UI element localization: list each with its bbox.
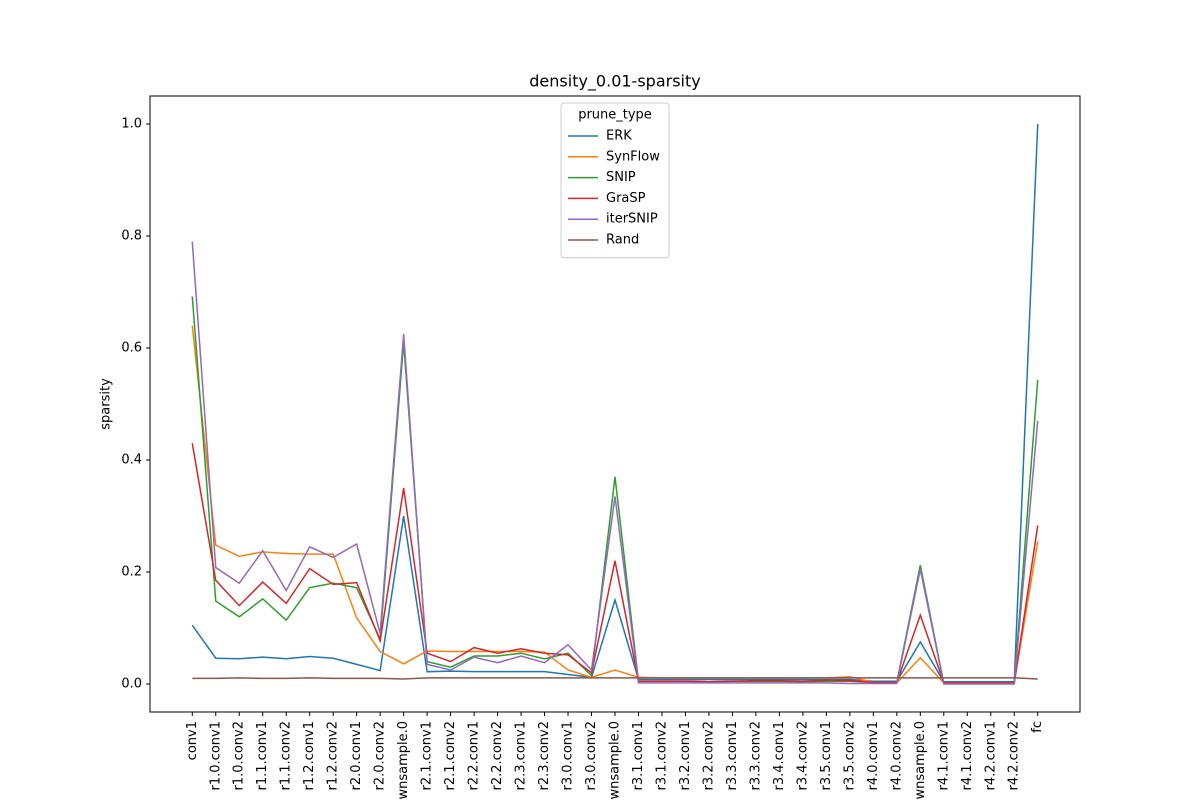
x-tick-label: wnsample.0: [913, 721, 928, 800]
x-tick-label: r2.2.conv1: [467, 721, 482, 790]
x-tick-label: r3.2.conv1: [678, 721, 693, 790]
x-tick-label: r1.2.conv1: [302, 721, 317, 790]
y-tick-label: 0.8: [121, 229, 142, 244]
y-tick-label: 1.0: [121, 117, 142, 132]
y-tick-label: 0.6: [121, 341, 142, 356]
x-tick-label: conv1: [185, 721, 200, 760]
x-tick-label: r3.2.conv2: [701, 721, 716, 790]
x-tick-label: r2.3.conv1: [514, 721, 529, 790]
x-tick-label: r3.1.conv2: [654, 721, 669, 790]
chart-title: density_0.01-sparsity: [529, 72, 700, 92]
x-tick-label: r2.1.conv2: [443, 721, 458, 790]
y-tick-label: 0.0: [121, 677, 142, 692]
x-tick-label: r1.2.conv2: [326, 721, 341, 790]
y-tick-label: 0.2: [121, 565, 142, 580]
x-tick-label: r1.1.conv1: [255, 721, 270, 790]
x-tick-label: wnsample.0: [396, 721, 411, 800]
x-tick-label: r4.2.conv2: [1007, 721, 1022, 790]
x-tick-label: r4.2.conv1: [983, 721, 998, 790]
x-tick-label: r2.0.conv1: [349, 721, 364, 790]
x-tick-label: r3.4.conv1: [772, 721, 787, 790]
legend-title: prune_type: [578, 108, 652, 123]
x-tick-label: wnsample.0: [608, 721, 623, 800]
x-tick-label: fc: [1030, 721, 1045, 733]
legend-label: GraSP: [606, 191, 646, 206]
x-tick-label: r3.3.conv2: [748, 721, 763, 790]
legend-label: Rand: [606, 233, 639, 248]
y-axis-label: sparsity: [99, 378, 114, 430]
series-line: [191, 241, 1039, 685]
legend-label: SNIP: [606, 170, 636, 185]
x-tick-label: r3.0.conv2: [584, 721, 599, 790]
legend-label: ERK: [606, 129, 632, 144]
x-tick-label: r1.1.conv2: [279, 721, 294, 790]
x-tick-label: r1.0.conv1: [208, 721, 223, 790]
x-tick-label: r2.0.conv2: [373, 721, 388, 790]
x-tick-label: r4.0.conv1: [866, 721, 881, 790]
x-tick-label: r2.3.conv2: [537, 721, 552, 790]
x-tick-label: r3.5.conv2: [842, 721, 857, 790]
x-tick-label: r4.0.conv2: [889, 721, 904, 790]
x-tick-label: r3.1.conv1: [631, 721, 646, 790]
x-tick-label: r3.4.conv2: [795, 721, 810, 790]
x-tick-label: r4.1.conv2: [960, 721, 975, 790]
x-tick-label: r3.5.conv1: [819, 721, 834, 790]
series-line: [192, 677, 1038, 680]
x-tick-label: r1.0.conv2: [232, 721, 247, 790]
legend-label: iterSNIP: [606, 212, 658, 227]
x-tick-label: r3.0.conv1: [561, 721, 576, 790]
plot-frame: [149, 95, 1081, 713]
y-tick-label: 0.4: [121, 453, 142, 468]
x-tick-label: r4.1.conv1: [936, 721, 951, 790]
x-tick-label: r2.1.conv1: [420, 721, 435, 790]
x-tick-label: r3.3.conv1: [725, 721, 740, 790]
legend-label: SynFlow: [606, 149, 660, 164]
x-tick-label: r2.2.conv2: [490, 721, 505, 790]
